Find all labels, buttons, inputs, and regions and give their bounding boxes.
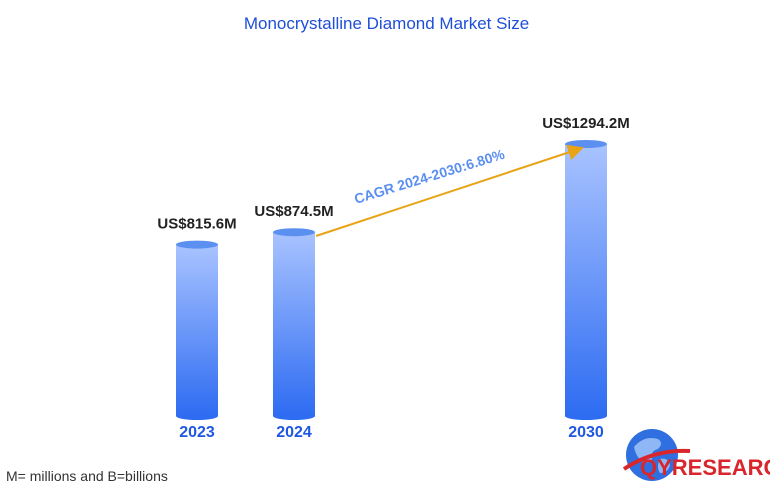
value-label: US$874.5M bbox=[254, 203, 333, 220]
x-tick-label: 2030 bbox=[568, 424, 604, 441]
footnote: M= millions and B=billions bbox=[6, 468, 168, 484]
bar-top-cap bbox=[565, 140, 607, 148]
bar-2024: US$874.5M 2024 bbox=[254, 203, 333, 441]
bar-base-cap bbox=[273, 412, 315, 420]
bar-body bbox=[176, 244, 218, 416]
bar-2023: US$815.6M 2023 bbox=[157, 216, 236, 441]
bar-base-cap bbox=[565, 412, 607, 420]
x-tick-label: 2024 bbox=[276, 424, 312, 441]
value-label: US$815.6M bbox=[157, 216, 236, 233]
value-label: US$1294.2M bbox=[542, 115, 630, 132]
bar-top-cap bbox=[176, 240, 218, 249]
bar-body bbox=[273, 232, 315, 416]
bar-base-cap bbox=[176, 412, 218, 420]
bar-top-cap bbox=[273, 228, 315, 237]
chart-title: Monocrystalline Diamond Market Size bbox=[243, 14, 530, 33]
logo-text: QYRESEARCH bbox=[640, 455, 770, 480]
bar-body bbox=[565, 144, 607, 416]
logo-globe-icon: QYRESEARCH bbox=[622, 429, 773, 481]
qyresearch-logo: QYRESEARCH bbox=[620, 423, 773, 497]
cagr-arrow bbox=[315, 144, 584, 237]
bar-2030: US$1294.2M 2030 bbox=[542, 115, 630, 441]
x-tick-label: 2023 bbox=[179, 424, 215, 441]
